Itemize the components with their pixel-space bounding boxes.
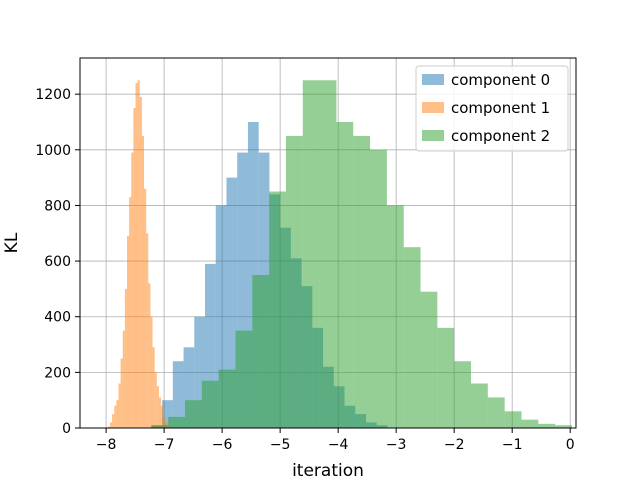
bar-series-2-bin-3 bbox=[201, 380, 219, 428]
bar-series-1-bin-7 bbox=[122, 330, 125, 428]
bar-series-1-bin-13 bbox=[135, 83, 138, 428]
bar-series-2-bin-14 bbox=[386, 205, 404, 428]
bar-series-2-bin-16 bbox=[420, 291, 438, 428]
bar-series-1-bin-22 bbox=[154, 372, 157, 428]
bar-series-2-bin-6 bbox=[252, 274, 270, 428]
y-tick-label-2: 400 bbox=[44, 310, 71, 326]
bar-series-0-bin-5 bbox=[205, 263, 216, 428]
bar-series-1-bin-15 bbox=[139, 96, 142, 429]
bar-series-1-bin-6 bbox=[120, 358, 123, 428]
bar-series-0-bin-3 bbox=[183, 347, 195, 428]
bar-series-2-bin-8 bbox=[285, 135, 303, 429]
bar-series-1-bin-8 bbox=[124, 288, 128, 428]
bar-series-1-bin-1 bbox=[109, 422, 113, 428]
legend-swatch-1 bbox=[422, 102, 444, 113]
y-tick-label-1: 200 bbox=[44, 365, 71, 381]
bar-series-2-bin-24 bbox=[555, 425, 572, 428]
bar-series-2-bin-23 bbox=[538, 423, 556, 428]
x-axis-title: iteration bbox=[292, 461, 364, 480]
legend-swatch-2 bbox=[422, 130, 444, 141]
bar-series-2-bin-7 bbox=[269, 191, 286, 428]
bar-series-1-bin-16 bbox=[141, 135, 145, 429]
x-tick-label-2: −6 bbox=[212, 437, 233, 453]
bar-series-2-bin-19 bbox=[470, 383, 488, 428]
series-1-bars bbox=[107, 80, 172, 429]
bar-series-0-bin-8 bbox=[237, 152, 248, 428]
bar-series-2-bin-10 bbox=[319, 80, 337, 428]
bar-series-1-bin-24 bbox=[158, 397, 162, 428]
bar-series-2-bin-15 bbox=[403, 247, 421, 428]
x-tick-label-7: −1 bbox=[502, 437, 523, 453]
bar-series-1-bin-10 bbox=[129, 197, 132, 428]
bar-series-2-bin-22 bbox=[521, 419, 539, 428]
y-tick-label-4: 800 bbox=[44, 198, 71, 214]
bar-series-2-bin-13 bbox=[370, 149, 387, 428]
y-tick-label-6: 1200 bbox=[35, 87, 71, 103]
legend-box bbox=[415, 65, 569, 152]
bar-series-1-bin-11 bbox=[131, 152, 134, 428]
x-tick-label-0: −8 bbox=[96, 437, 117, 453]
bar-series-1-bin-2 bbox=[112, 414, 115, 428]
x-axis: −8 −7 −6 −5 −4 −3 −2 −1 0 bbox=[96, 428, 575, 453]
legend-label-1: component 1 bbox=[451, 99, 550, 117]
bar-series-2-bin-1 bbox=[168, 416, 186, 428]
x-tick-label-1: −7 bbox=[154, 437, 175, 453]
bar-series-2-bin-5 bbox=[235, 330, 253, 428]
legend-swatch-0 bbox=[422, 74, 444, 85]
bar-series-1-bin-26 bbox=[163, 416, 166, 428]
y-axis: 0 200 400 600 800 1000 1200 bbox=[35, 87, 80, 437]
bar-series-1-bin-0 bbox=[107, 426, 110, 428]
legend-label-0: component 0 bbox=[451, 71, 550, 89]
bar-series-0-bin-1 bbox=[162, 400, 173, 428]
bar-series-1-bin-14 bbox=[137, 80, 140, 428]
bar-series-2-bin-18 bbox=[454, 361, 471, 428]
x-tick-label-5: −3 bbox=[386, 437, 407, 453]
bar-series-0-bin-6 bbox=[215, 205, 227, 428]
bar-series-2-bin-0 bbox=[151, 425, 169, 428]
bar-series-1-bin-4 bbox=[116, 400, 119, 428]
bar-series-1-bin-9 bbox=[127, 236, 130, 428]
bar-series-1-bin-23 bbox=[156, 386, 159, 428]
plot-frame bbox=[79, 57, 577, 429]
bar-series-0-bin-7 bbox=[226, 177, 238, 428]
y-axis-title: KL bbox=[2, 232, 22, 253]
bar-series-0-bin-2 bbox=[172, 361, 184, 428]
bar-series-1-bin-20 bbox=[150, 316, 153, 428]
bar-series-1-bin-3 bbox=[114, 405, 117, 428]
legend: component 0 component 1 component 2 bbox=[415, 65, 569, 152]
y-tick-label-3: 600 bbox=[44, 254, 71, 270]
bar-series-0-bin-4 bbox=[194, 316, 206, 428]
histogram-bars bbox=[107, 80, 572, 429]
x-tick-label-3: −5 bbox=[270, 437, 291, 453]
y-tick-label-0: 0 bbox=[62, 421, 71, 437]
x-tick-label-4: −4 bbox=[328, 437, 349, 453]
bar-series-1-bin-17 bbox=[144, 188, 147, 428]
bar-series-1-bin-25 bbox=[161, 405, 164, 428]
bar-series-2-bin-4 bbox=[218, 369, 236, 428]
bar-series-2-bin-2 bbox=[185, 400, 202, 428]
bar-series-1-bin-21 bbox=[152, 347, 155, 428]
bar-series-2-bin-20 bbox=[487, 397, 505, 428]
y-tick-label-5: 1000 bbox=[35, 143, 71, 159]
x-tick-label-6: −2 bbox=[444, 437, 465, 453]
bar-series-1-bin-19 bbox=[148, 283, 151, 428]
series-2-bars bbox=[151, 80, 572, 429]
legend-label-2: component 2 bbox=[451, 127, 550, 145]
bar-series-1-bin-12 bbox=[133, 108, 136, 428]
bar-series-2-bin-12 bbox=[353, 135, 371, 429]
bar-series-1-bin-18 bbox=[146, 233, 149, 428]
x-tick-label-8: 0 bbox=[566, 437, 575, 453]
bar-series-2-bin-17 bbox=[437, 327, 455, 428]
bar-series-2-bin-11 bbox=[336, 121, 354, 429]
bar-series-1-bin-5 bbox=[118, 383, 121, 428]
bar-series-2-bin-9 bbox=[302, 80, 320, 428]
bar-series-2-bin-21 bbox=[504, 411, 522, 428]
